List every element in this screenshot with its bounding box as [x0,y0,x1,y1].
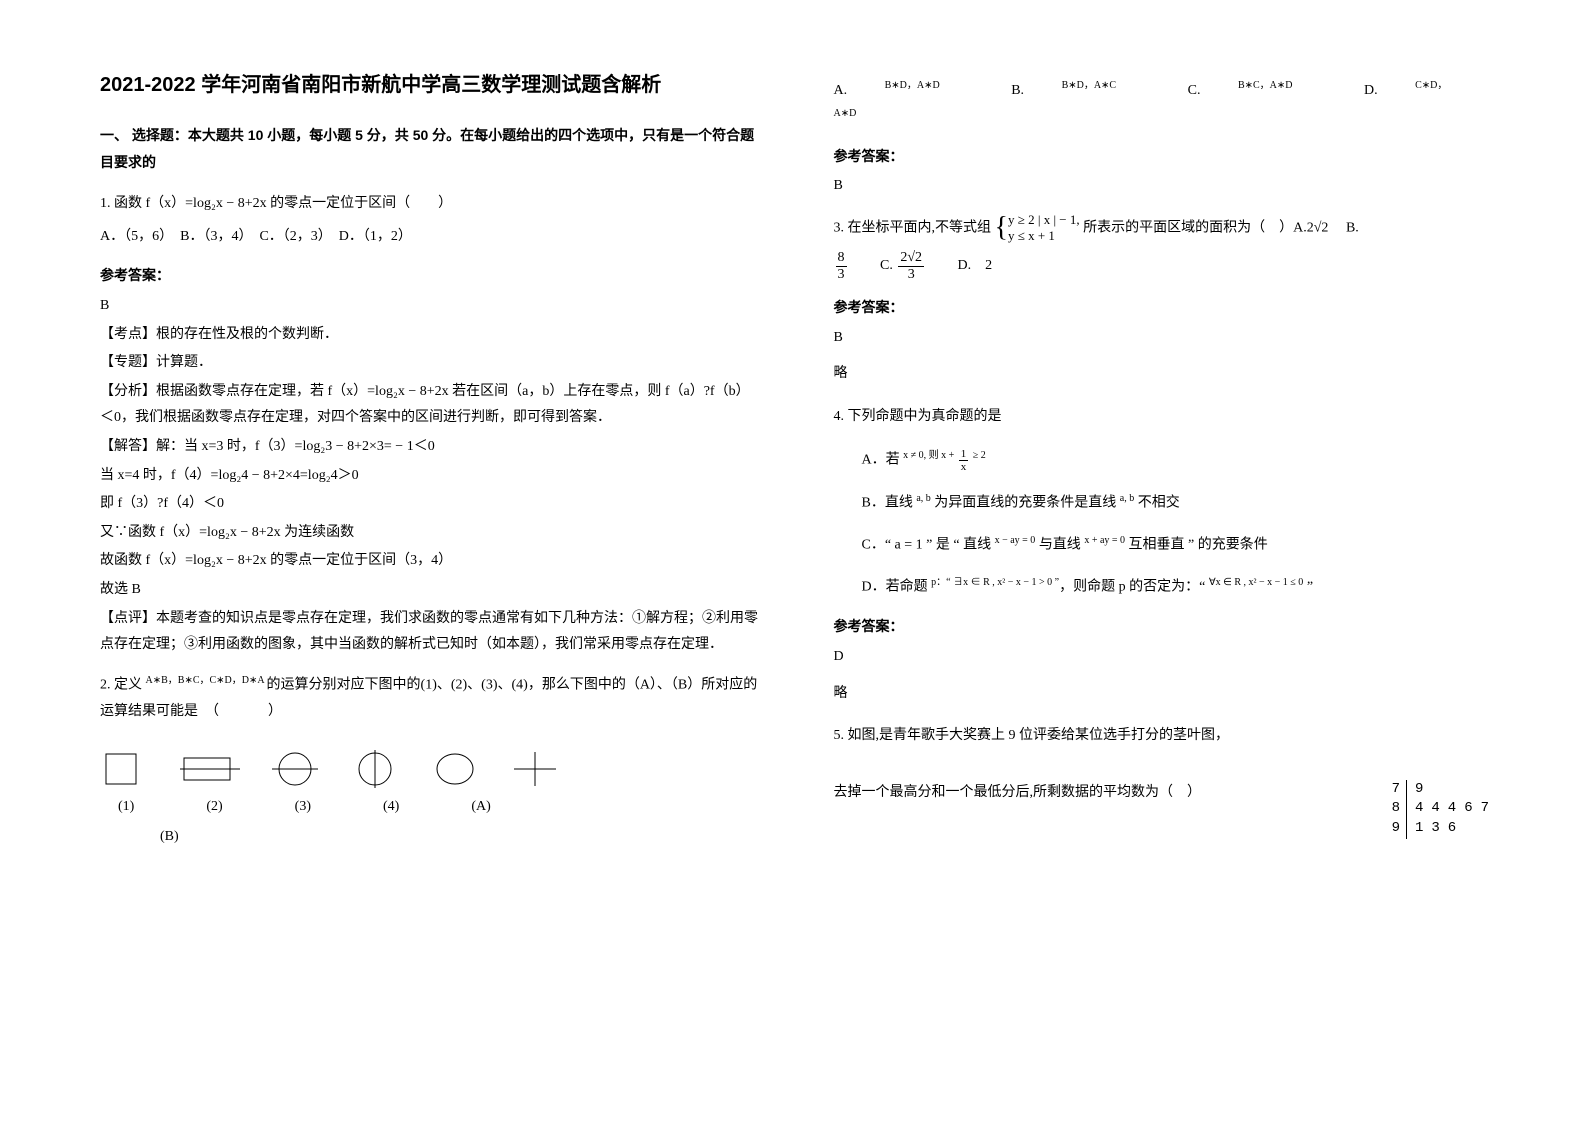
q1-answer-label: 参考答案： [100,262,764,289]
sl-leaf-2: 136 [1407,819,1464,839]
q3-sqrt2: √2 [1314,220,1329,235]
q4-opt-B: B．直线 a, b 为异面直线的充要条件是直线 a, b 不相交 [834,489,1498,517]
q1-exp-10: 【点评】本题考查的知识点是零点存在定理，我们求函数的零点通常有如下几种方法：①解… [100,606,764,659]
sl-stem-1: 8 [1389,799,1407,819]
q2-stem-a: 2. 定义 [100,677,146,692]
q3-opt-D: D. 2 [958,258,993,273]
q3-opts-line2: 83 C. 2√23 D. 2 [834,250,1498,282]
q3-opt-C-label: C. [880,258,896,273]
q4-opt-D: D．若命题 p：“ ∃x ∈ R , x² − x − 1 > 0 ”，则命题 … [834,573,1498,601]
q2-shape-labels: (1) (2) (3) (4) (A) [100,794,764,821]
q3-post: 所表示的平面区域的面积为（ ）A.2 [1083,220,1314,235]
q2-shapes [100,750,764,788]
q2-stem: 2. 定义 A∗B，B∗C，C∗D，D∗A 的运算分别对应下图中的(1)、(2)… [100,671,764,726]
q2-opt-C: C. B∗C，A∗D [1188,83,1327,98]
q4-opt-C: C．“ a = 1 ” 是 “ 直线 x − ay = 0 与直线 x + ay… [834,531,1498,559]
sl-stem-0: 7 [1389,780,1407,800]
brace-icon: { [995,217,1008,239]
q5-row: 去掉一个最高分和一个最低分后,所剩数据的平均数为（ ） 79 844467 91… [834,780,1498,839]
q3-opt-B-label: B. [1346,220,1359,235]
q2-opt-A: A. B∗D，A∗D [834,83,974,98]
q4-brief: 略 [834,681,1498,708]
q2-label-B: (B) [100,824,764,851]
q2-answer-letter: B [834,173,1498,200]
q1-exp-9: 故选 B [100,577,764,604]
section-1-heading: 一、 选择题：本大题共 10 小题，每小题 5 分，共 50 分。在每小题给出的… [100,122,764,175]
q4-answer-letter: D [834,644,1498,671]
q3-answer-letter: B [834,325,1498,352]
q2-options: A. B∗D，A∗D B. B∗D，A∗C C. B∗C，A∗D D. C∗D，… [834,76,1498,133]
q1-exp-1: 【考点】根的存在性及根的个数判断． [100,322,764,349]
stem-leaf-plot: 79 844467 9136 [1389,780,1497,839]
q2-label-4: (4) [383,794,399,821]
q1-exp-3: 【分析】根据函数零点存在定理，若 f（x）=log₂x − 8+2x 若在区间（… [100,379,764,432]
q3-answer-label: 参考答案： [834,294,1498,321]
q1-options: A．（5，6） B．（3，4） C．（2，3） D．（1，2） [100,224,764,251]
q3-sys-2: y ≤ x + 1 [1008,228,1080,244]
q3-frac-83: 83 [836,250,847,282]
sl-stem-2: 9 [1389,819,1407,839]
q1-answer-letter: B [100,293,764,320]
q2-label-1: (1) [118,794,134,821]
q2-answer-label: 参考答案： [834,143,1498,170]
q1-exp-2: 【专题】计算题． [100,350,764,377]
q3-pre: 3. 在坐标平面内,不等式组 [834,220,995,235]
q4-stem: 4. 下列命题中为真命题的是 [834,404,1498,431]
sl-leaf-1: 44467 [1407,799,1497,819]
q4-opt-A: A．若 x ≠ 0, 则 x + 1x ≥ 2 [834,446,1498,474]
q1-exp-4: 【解答】解：当 x=3 时，f（3）=log₂3 − 8+2×3= − 1＜0 [100,434,764,461]
shape-2-rect-hline-icon [180,750,240,788]
shape-B-cross-icon [510,750,560,788]
q3-system: { y ≥ 2 | x | − 1, y ≤ x + 1 [995,212,1080,245]
right-column: A. B∗D，A∗D B. B∗D，A∗C C. B∗C，A∗D D. C∗D，… [799,70,1498,1082]
q2-stem-ops: A∗B，B∗C，C∗D，D∗A [146,675,267,686]
q5-stem: 5. 如图,是青年歌手大奖赛上 9 位评委给某位选手打分的茎叶图， [834,723,1498,750]
q2-label-3: (3) [295,794,311,821]
sl-leaf-0: 9 [1407,780,1431,800]
q1-exp-5: 当 x=4 时，f（4）=log₂4 − 8+2×4=log₂4＞0 [100,463,764,490]
q5-last-line: 去掉一个最高分和一个最低分后,所剩数据的平均数为（ ） [834,780,1369,807]
q1-exp-6: 即 f（3）?f（4）＜0 [100,491,764,518]
shape-3-circle-hline-icon [270,750,320,788]
q2-label-A: (A) [471,794,490,821]
q3-frac-2r2: 2√23 [898,250,924,282]
q1-exp-7: 又∵函数 f（x）=log₂x − 8+2x 为连续函数 [100,520,764,547]
q3-stem: 3. 在坐标平面内,不等式组 { y ≥ 2 | x | − 1, y ≤ x … [834,212,1498,245]
shape-1-square-icon [100,750,150,788]
q3-sys-1: y ≥ 2 | x | − 1, [1008,212,1080,228]
doc-title: 2021-2022 学年河南省南阳市新航中学高三数学理测试题含解析 [100,70,764,100]
q1-exp-8: 故函数 f（x）=log₂x − 8+2x 的零点一定位于区间（3，4） [100,548,764,575]
q2-label-2: (2) [206,794,222,821]
q1-stem: 1. 函数 f（x）=log₂x − 8+2x 的零点一定位于区间（ ） [100,191,764,218]
q4-answer-label: 参考答案： [834,613,1498,640]
shape-A-ellipse-icon [430,750,480,788]
shape-4-circle-vline-icon [350,750,400,788]
q2-opt-B: B. B∗D，A∗C [1011,83,1150,98]
q3-brief: 略 [834,361,1498,388]
left-column: 2021-2022 学年河南省南阳市新航中学高三数学理测试题含解析 一、 选择题… [100,70,799,1082]
